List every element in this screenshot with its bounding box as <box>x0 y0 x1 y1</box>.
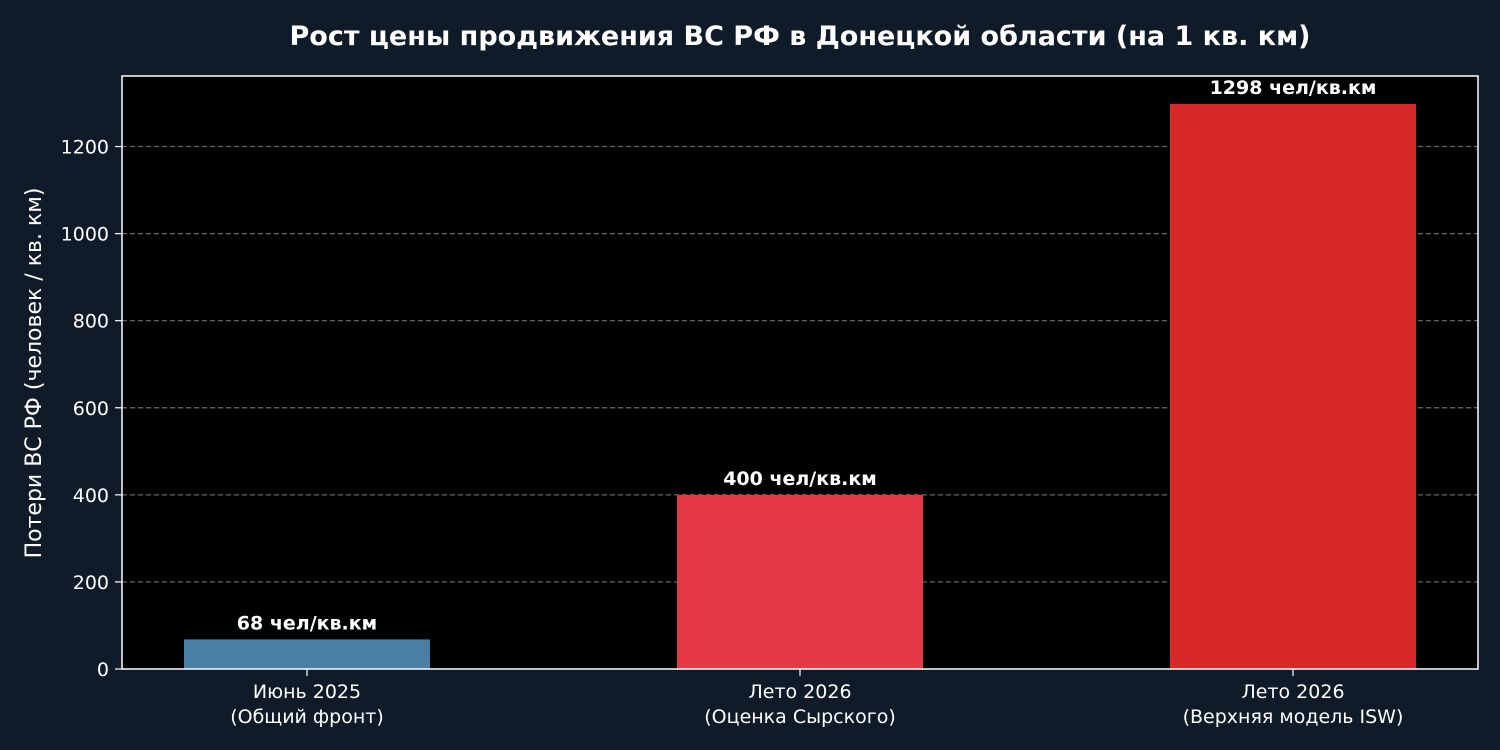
bar <box>184 639 430 669</box>
bar <box>1170 103 1416 669</box>
bar-value-label: 68 чел/кв.км <box>237 612 377 634</box>
bar-value-label: 1298 чел/кв.км <box>1210 77 1377 99</box>
y-tick-label: 800 <box>73 311 109 333</box>
y-axis-ticks: 0 200 400 600 800 1000 1200 <box>61 137 122 681</box>
y-tick-label: 1200 <box>61 137 109 159</box>
y-tick-label: 0 <box>97 659 109 681</box>
y-tick-label: 400 <box>73 485 109 507</box>
bar-value-label: 400 чел/кв.км <box>723 468 877 490</box>
x-tick-label: (Оценка Сырского) <box>704 706 895 728</box>
data-labels: 68 чел/кв.км 400 чел/кв.км 1298 чел/кв.км <box>237 77 1377 635</box>
x-tick-label: Лето 2026 <box>1241 681 1344 703</box>
x-tick-label: (Общий фронт) <box>230 706 384 728</box>
bars <box>184 103 1416 669</box>
chart-title: Рост цены продвижения ВС РФ в Донецкой о… <box>289 21 1310 52</box>
y-axis-label: Потери ВС РФ (человек / кв. км) <box>22 188 47 559</box>
x-tick-label: Лето 2026 <box>748 681 851 703</box>
x-axis-ticks: Июнь 2025 (Общий фронт) Лето 2026 (Оценка С… <box>230 669 1403 728</box>
x-tick-label: (Верхняя модель ISW) <box>1183 706 1404 728</box>
bar <box>677 494 923 669</box>
x-tick-label: Июнь 2025 <box>253 681 361 703</box>
y-tick-label: 200 <box>73 572 109 594</box>
y-tick-label: 1000 <box>61 224 109 246</box>
y-tick-label: 600 <box>73 398 109 420</box>
